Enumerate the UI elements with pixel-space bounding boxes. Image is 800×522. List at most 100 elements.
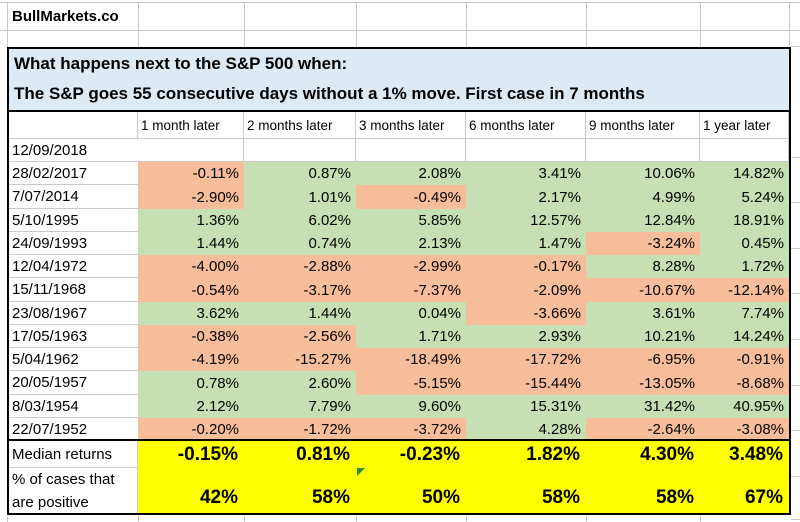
- value-cell[interactable]: 2.60%: [244, 371, 356, 395]
- value-cell[interactable]: 0.87%: [244, 162, 356, 185]
- value-cell[interactable]: 40.95%: [700, 395, 789, 418]
- value-cell[interactable]: 9.60%: [356, 395, 466, 418]
- value-cell[interactable]: 3.61%: [586, 302, 700, 325]
- value-cell[interactable]: [586, 139, 700, 162]
- date-cell[interactable]: 7/07/2014: [9, 185, 138, 209]
- date-cell[interactable]: 22/07/1952: [9, 418, 138, 441]
- value-cell[interactable]: -0.91%: [700, 348, 789, 371]
- value-cell[interactable]: 2.13%: [356, 232, 466, 255]
- value-cell[interactable]: 5.85%: [356, 209, 466, 232]
- value-cell[interactable]: [138, 139, 244, 162]
- value-cell[interactable]: 12.84%: [586, 209, 700, 232]
- value-cell[interactable]: 14.24%: [700, 325, 789, 348]
- value-cell[interactable]: -0.20%: [138, 418, 244, 441]
- date-cell[interactable]: 12/04/1972: [9, 255, 138, 278]
- value-cell[interactable]: -4.00%: [138, 255, 244, 278]
- value-cell[interactable]: 6.02%: [244, 209, 356, 232]
- value-cell[interactable]: 31.42%: [586, 395, 700, 418]
- value-cell[interactable]: 4.99%: [586, 185, 700, 209]
- date-cell[interactable]: 24/09/1993: [9, 232, 138, 255]
- value-cell[interactable]: [466, 139, 586, 162]
- pct-positive-value-cell[interactable]: 58%: [586, 468, 700, 514]
- date-cell[interactable]: 15/11/1968: [9, 278, 138, 302]
- value-cell[interactable]: -5.15%: [356, 371, 466, 395]
- value-cell[interactable]: 0.04%: [356, 302, 466, 325]
- value-cell[interactable]: -3.08%: [700, 418, 789, 441]
- column-header[interactable]: 3 months later: [356, 112, 466, 139]
- median-value-cell[interactable]: 4.30%: [586, 441, 700, 468]
- value-cell[interactable]: -2.88%: [244, 255, 356, 278]
- median-value-cell[interactable]: -0.15%: [138, 441, 244, 468]
- value-cell[interactable]: 2.08%: [356, 162, 466, 185]
- value-cell[interactable]: 3.62%: [138, 302, 244, 325]
- date-cell[interactable]: 28/02/2017: [9, 162, 138, 185]
- median-returns-label[interactable]: Median returns: [9, 441, 138, 468]
- value-cell[interactable]: -10.67%: [586, 278, 700, 302]
- median-value-cell[interactable]: -0.23%: [356, 441, 466, 468]
- pct-positive-value-cell[interactable]: 58%: [244, 468, 356, 514]
- value-cell[interactable]: -3.24%: [586, 232, 700, 255]
- value-cell[interactable]: [356, 139, 466, 162]
- date-cell[interactable]: 12/09/2018: [9, 139, 138, 162]
- value-cell[interactable]: -8.68%: [700, 371, 789, 395]
- value-cell[interactable]: 2.12%: [138, 395, 244, 418]
- value-cell[interactable]: -2.64%: [586, 418, 700, 441]
- median-value-cell[interactable]: 3.48%: [700, 441, 789, 468]
- value-cell[interactable]: -6.95%: [586, 348, 700, 371]
- value-cell[interactable]: 4.28%: [466, 418, 586, 441]
- date-cell[interactable]: 17/05/1963: [9, 325, 138, 348]
- value-cell[interactable]: -0.54%: [138, 278, 244, 302]
- value-cell[interactable]: 14.82%: [700, 162, 789, 185]
- value-cell[interactable]: 1.36%: [138, 209, 244, 232]
- value-cell[interactable]: -13.05%: [586, 371, 700, 395]
- pct-positive-value-cell[interactable]: 67%: [700, 468, 789, 514]
- pct-positive-label[interactable]: % of cases that are positive: [9, 468, 138, 514]
- value-cell[interactable]: 1.01%: [244, 185, 356, 209]
- header-empty-cell[interactable]: [9, 112, 138, 139]
- column-header[interactable]: 6 months later: [466, 112, 586, 139]
- value-cell[interactable]: 15.31%: [466, 395, 586, 418]
- value-cell[interactable]: 0.78%: [138, 371, 244, 395]
- date-cell[interactable]: 20/05/1957: [9, 371, 138, 395]
- value-cell[interactable]: 12.57%: [466, 209, 586, 232]
- value-cell[interactable]: -0.49%: [356, 185, 466, 209]
- brand-cell[interactable]: BullMarkets.co: [9, 3, 138, 30]
- value-cell[interactable]: 0.45%: [700, 232, 789, 255]
- value-cell[interactable]: -3.72%: [356, 418, 466, 441]
- value-cell[interactable]: -17.72%: [466, 348, 586, 371]
- pct-positive-value-cell[interactable]: 58%: [466, 468, 586, 514]
- column-header[interactable]: 1 year later: [700, 112, 789, 139]
- value-cell[interactable]: -4.19%: [138, 348, 244, 371]
- date-cell[interactable]: 8/03/1954: [9, 395, 138, 418]
- value-cell[interactable]: 5.24%: [700, 185, 789, 209]
- value-cell[interactable]: 1.44%: [138, 232, 244, 255]
- value-cell[interactable]: -15.44%: [466, 371, 586, 395]
- value-cell[interactable]: 2.93%: [466, 325, 586, 348]
- value-cell[interactable]: 7.79%: [244, 395, 356, 418]
- column-header[interactable]: 1 month later: [138, 112, 244, 139]
- value-cell[interactable]: -2.99%: [356, 255, 466, 278]
- value-cell[interactable]: -2.90%: [138, 185, 244, 209]
- value-cell[interactable]: 1.71%: [356, 325, 466, 348]
- value-cell[interactable]: -3.17%: [244, 278, 356, 302]
- value-cell[interactable]: 3.41%: [466, 162, 586, 185]
- value-cell[interactable]: 10.06%: [586, 162, 700, 185]
- value-cell[interactable]: [700, 139, 789, 162]
- value-cell[interactable]: -2.56%: [244, 325, 356, 348]
- pct-positive-value-cell[interactable]: 50%: [356, 468, 466, 514]
- value-cell[interactable]: 8.28%: [586, 255, 700, 278]
- median-value-cell[interactable]: 0.81%: [244, 441, 356, 468]
- column-header[interactable]: 2 months later: [244, 112, 356, 139]
- value-cell[interactable]: -15.27%: [244, 348, 356, 371]
- value-cell[interactable]: 10.21%: [586, 325, 700, 348]
- value-cell[interactable]: -0.38%: [138, 325, 244, 348]
- value-cell[interactable]: -0.11%: [138, 162, 244, 185]
- value-cell[interactable]: -1.72%: [244, 418, 356, 441]
- value-cell[interactable]: -3.66%: [466, 302, 586, 325]
- value-cell[interactable]: -7.37%: [356, 278, 466, 302]
- value-cell[interactable]: 0.74%: [244, 232, 356, 255]
- value-cell[interactable]: -18.49%: [356, 348, 466, 371]
- value-cell[interactable]: 1.72%: [700, 255, 789, 278]
- value-cell[interactable]: 7.74%: [700, 302, 789, 325]
- pct-positive-value-cell[interactable]: 42%: [138, 468, 244, 514]
